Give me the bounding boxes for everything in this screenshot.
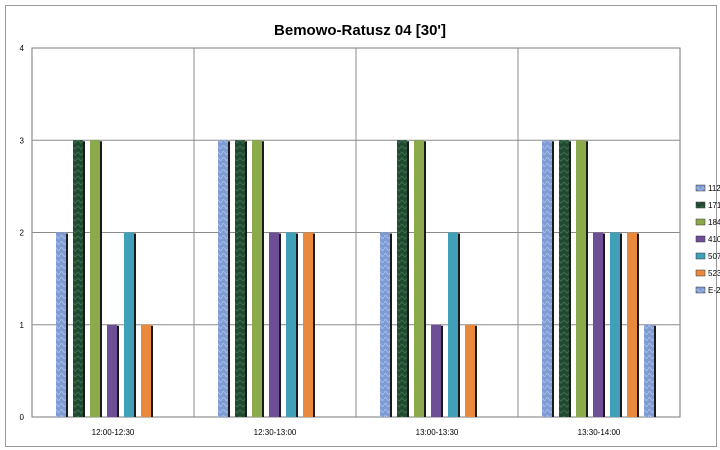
bar-523-13:30-14:00 (627, 232, 637, 417)
legend-swatch-523 (695, 269, 706, 277)
bar-184-12:00-12:30 (90, 140, 100, 417)
bar-523-12:30-13:00 (303, 232, 313, 417)
legend-label-507: 507 (708, 252, 720, 261)
bar-507-12:00-12:30 (124, 232, 134, 417)
legend-swatch-184 (695, 218, 706, 226)
legend-label-E-2: E-2 (708, 286, 720, 295)
x-tick-label: 12:00-12:30 (92, 428, 135, 437)
x-tick-label: 12:30-13:00 (254, 428, 297, 437)
bar-507-13:00-13:30 (448, 232, 458, 417)
bar-507-12:30-13:00 (286, 232, 296, 417)
bar-184-12:30-13:00 (252, 140, 262, 417)
legend-label-184: 184 (708, 218, 720, 227)
bar-523-13:00-13:30 (465, 324, 475, 417)
legend-label-171: 171 (708, 201, 720, 210)
bar-171-13:00-13:30 (397, 140, 407, 417)
legend-swatch-E-2 (695, 286, 706, 294)
bar-410-13:00-13:30 (431, 324, 441, 417)
bar-410-12:00-12:30 (107, 324, 117, 417)
bar-184-13:30-14:00 (576, 140, 586, 417)
bar-171-12:00-12:30 (73, 140, 83, 417)
bar-523-12:00-12:30 (141, 324, 151, 417)
legend-swatch-112 (695, 184, 706, 192)
bar-410-13:30-14:00 (593, 232, 603, 417)
bar-171-12:30-13:00 (235, 140, 245, 417)
legend-label-112: 112 (708, 184, 720, 193)
bar-E-2-13:30-14:00 (644, 324, 654, 417)
bar-171-13:30-14:00 (559, 140, 569, 417)
x-tick-label: 13:00-13:30 (416, 428, 459, 437)
x-tick-label: 13:30-14:00 (578, 428, 621, 437)
y-tick-label: 0 (20, 413, 25, 422)
y-tick-label: 4 (20, 44, 25, 53)
legend-label-523: 523 (708, 269, 720, 278)
bar-184-13:00-13:30 (414, 140, 424, 417)
legend-label-410: 410 (708, 235, 720, 244)
bar-112-13:00-13:30 (380, 232, 390, 417)
bar-410-12:30-13:00 (269, 232, 279, 417)
y-tick-label: 2 (20, 229, 25, 238)
legend-swatch-507 (695, 252, 706, 260)
bar-112-12:30-13:00 (218, 140, 228, 417)
bar-112-12:00-12:30 (56, 232, 66, 417)
y-tick-label: 3 (20, 136, 25, 145)
legend-swatch-171 (695, 201, 706, 209)
chart-title: Bemowo-Ratusz 04 [30'] (274, 22, 446, 39)
bar-112-13:30-14:00 (542, 140, 552, 417)
bar-507-13:30-14:00 (610, 232, 620, 417)
y-tick-label: 1 (20, 321, 25, 330)
legend-swatch-410 (695, 235, 706, 243)
